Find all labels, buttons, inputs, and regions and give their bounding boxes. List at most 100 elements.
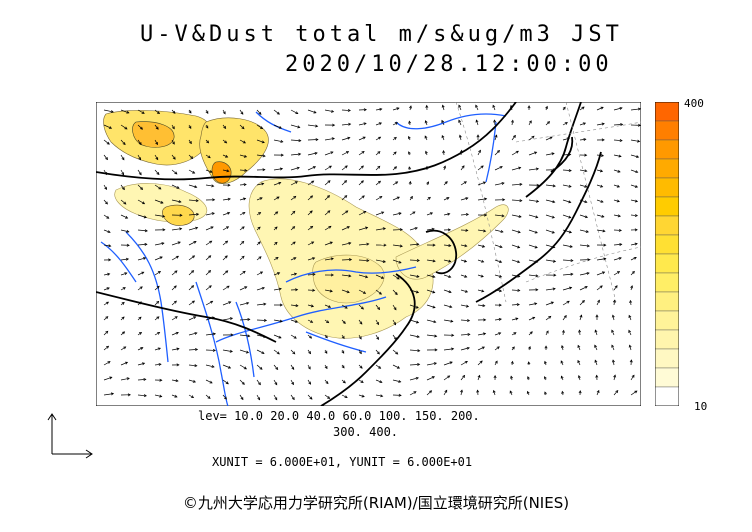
wind-arrow-head (123, 201, 127, 205)
wind-arrow (256, 319, 267, 321)
wind-arrow-head (602, 271, 606, 275)
wind-arrow (256, 256, 262, 261)
wind-arrow-head (172, 156, 176, 160)
wind-arrow (103, 109, 114, 113)
wind-arrow (358, 289, 366, 294)
wind-arrow (375, 274, 384, 279)
wind-arrow (596, 300, 600, 306)
wind-arrow-head (475, 119, 479, 123)
wind-arrow (222, 394, 227, 400)
wind-arrow (511, 304, 520, 306)
wind-arrow (256, 154, 266, 157)
wind-arrow (375, 180, 381, 186)
wind-arrow (630, 214, 638, 217)
wind-arrow (154, 139, 158, 145)
wind-arrow (324, 241, 333, 246)
wind-arrow-head (380, 394, 384, 398)
wind-arrow (188, 270, 194, 276)
wind-arrow-head (344, 180, 348, 184)
wind-arrow-head (179, 213, 183, 217)
wind-arrow (307, 210, 313, 216)
wind-arrow (630, 169, 638, 173)
wind-arrow (460, 197, 468, 201)
wind-arrow-head (616, 271, 621, 274)
wind-arrow-head (517, 260, 521, 264)
wind-arrow (511, 214, 522, 218)
wind-arrow (324, 210, 331, 216)
wind-arrow-head (449, 361, 453, 365)
wind-arrow (595, 329, 598, 336)
wind-arrow-head (274, 397, 278, 401)
wind-arrow (239, 184, 247, 186)
wind-arrow-head (347, 108, 351, 112)
wind-arrow (239, 255, 245, 261)
wind-arrow (239, 212, 246, 216)
wind-arrow-head (379, 380, 383, 384)
wind-arrow (290, 167, 300, 171)
wind-arrow (290, 109, 298, 114)
wind-arrow-head (634, 228, 638, 232)
wind-arrow-head (599, 169, 604, 173)
wind-arrow (307, 180, 314, 186)
wind-arrow-head (637, 139, 641, 143)
wind-arrow-head (501, 214, 505, 218)
wind-arrow (460, 274, 467, 278)
wind-arrow (307, 257, 315, 261)
wind-arrow (188, 364, 197, 367)
wind-arrow (511, 120, 514, 126)
wind-arrow (629, 345, 632, 351)
wind-arrow-head (582, 122, 587, 126)
wind-arrow-head (377, 180, 381, 184)
wind-arrow-head (227, 197, 231, 201)
wind-arrow-head (577, 359, 581, 364)
wind-arrow-head (296, 166, 300, 170)
wind-arrow-head (225, 381, 229, 385)
wind-arrow-head (562, 106, 566, 110)
wind-arrow-head (481, 289, 485, 293)
wind-arrow (528, 274, 538, 277)
wind-arrow-head (425, 104, 429, 108)
wind-arrow (290, 379, 294, 385)
wind-arrow-head (498, 289, 503, 293)
wind-arrow-head (581, 106, 585, 110)
wind-arrow (358, 259, 369, 262)
wind-arrow (562, 287, 572, 291)
wind-arrow (392, 304, 397, 310)
wind-arrow-head (617, 169, 621, 173)
wind-arrow (256, 379, 261, 385)
wind-arrow-head (176, 186, 180, 189)
wind-arrow-head (156, 300, 160, 304)
wind-arrow-head (341, 335, 345, 340)
wind-arrow (205, 226, 214, 231)
wind-arrow-head (615, 390, 619, 394)
wind-arrow-head (346, 226, 350, 229)
wind-arrow (510, 105, 513, 111)
wind-arrow (613, 139, 623, 142)
wind-arrow-head (416, 258, 420, 262)
wind-arrow (392, 319, 396, 325)
wind-arrow-head (141, 362, 146, 366)
wind-arrow-head (225, 240, 229, 244)
wind-arrow-head (393, 136, 397, 140)
wind-arrow (630, 139, 640, 142)
wind-arrow-head (155, 157, 159, 161)
wind-arrow-head (280, 153, 284, 157)
wind-arrow-head (408, 166, 412, 170)
wind-arrow-head (159, 256, 163, 260)
map-title: U-V&Dust total m/s&ug/m3 JST (140, 22, 623, 47)
wind-arrow-head (458, 119, 462, 123)
wind-arrow-head (126, 243, 130, 247)
wind-arrow-head (412, 211, 416, 215)
wind-arrow-head (532, 316, 536, 320)
wind-arrow (239, 241, 244, 246)
wind-arrow-head (279, 303, 283, 307)
wind-arrow (460, 375, 465, 381)
wind-arrow-head (549, 136, 553, 140)
colorbar-swatch (655, 177, 679, 198)
wind-arrow-head (463, 181, 467, 185)
wind-arrow (579, 330, 581, 336)
wind-arrow-head (126, 110, 130, 114)
wind-arrow (273, 124, 282, 129)
wind-arrow (273, 109, 280, 115)
wind-arrow-head (531, 135, 535, 139)
